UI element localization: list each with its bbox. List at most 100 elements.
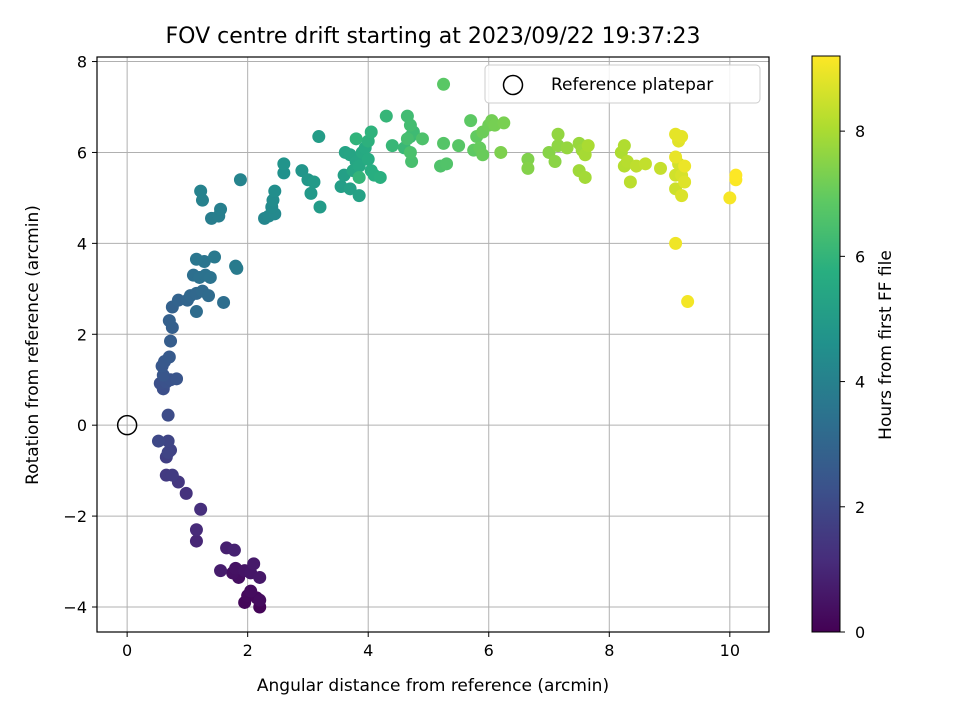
data-point <box>189 305 203 319</box>
x-tick-label: 2 <box>243 641 253 660</box>
data-point <box>678 175 692 189</box>
data-point <box>494 145 508 159</box>
data-point <box>277 157 291 171</box>
data-point <box>162 350 176 364</box>
data-point <box>361 152 375 166</box>
data-point <box>560 141 574 155</box>
data-point <box>403 118 417 132</box>
x-tick-label: 0 <box>122 641 132 660</box>
y-tick-label: −4 <box>63 598 87 617</box>
colorbar-tick-label: 0 <box>855 623 865 642</box>
data-point <box>638 157 652 171</box>
data-point <box>497 116 511 130</box>
plot-frame <box>96 56 770 633</box>
data-point <box>678 159 692 173</box>
data-point <box>214 202 228 216</box>
data-point <box>247 557 261 571</box>
data-point <box>277 166 291 180</box>
data-point <box>403 145 417 159</box>
data-point <box>171 293 185 307</box>
data-point <box>189 252 203 266</box>
data-point <box>623 175 637 189</box>
data-point <box>437 77 451 91</box>
colorbar-gradient <box>811 55 841 633</box>
data-point <box>551 127 565 141</box>
data-point <box>415 132 429 146</box>
legend-box <box>484 64 761 104</box>
data-point <box>352 170 366 184</box>
data-point <box>189 534 203 548</box>
data-point <box>385 139 399 153</box>
data-point <box>681 295 695 309</box>
colorbar-tick-label: 8 <box>855 122 865 141</box>
data-point <box>521 152 535 166</box>
data-point <box>230 261 244 275</box>
data-point <box>723 191 737 205</box>
data-point <box>304 186 318 200</box>
legend: Reference platepar <box>484 64 761 104</box>
y-tick-label: 0 <box>77 416 87 435</box>
data-point <box>170 372 184 386</box>
data-point <box>203 270 217 284</box>
data-point <box>373 170 387 184</box>
colorbar-label: Hours from first FF file <box>876 250 896 440</box>
data-point <box>165 468 179 482</box>
data-point <box>400 132 414 146</box>
data-point <box>151 434 165 448</box>
data-point <box>201 289 215 303</box>
y-tick-label: 6 <box>77 143 87 162</box>
data-point <box>729 168 743 182</box>
data-point <box>268 184 282 198</box>
x-axis-ticks: 0 2 4 6 8 10 <box>122 632 740 660</box>
data-point <box>464 114 478 128</box>
data-point <box>675 189 689 203</box>
x-tick-label: 10 <box>720 641 740 660</box>
x-tick-label: 8 <box>604 641 614 660</box>
data-point <box>164 334 178 348</box>
reference-marker <box>116 414 138 436</box>
y-tick-label: 4 <box>77 234 87 253</box>
data-point <box>669 236 683 250</box>
colorbar-ticks: 0 2 4 6 8 <box>840 122 865 642</box>
data-point <box>161 408 175 422</box>
data-point <box>452 139 466 153</box>
data-point <box>253 570 267 584</box>
data-point <box>161 445 175 459</box>
data-point <box>161 434 175 448</box>
data-point <box>440 157 454 171</box>
data-point <box>476 148 490 162</box>
data-point <box>669 150 683 164</box>
data-point <box>227 543 241 557</box>
data-point <box>312 130 326 144</box>
colorbar: 0 2 4 6 8 Hours from first FF file <box>811 55 896 642</box>
data-point <box>194 502 208 516</box>
y-axis-ticks: −4 −2 0 2 4 6 8 <box>63 53 97 617</box>
data-point <box>437 136 451 150</box>
data-point <box>521 161 535 175</box>
legend-label: Reference platepar <box>551 75 713 95</box>
data-point <box>548 155 562 169</box>
colorbar-tick-label: 6 <box>855 247 865 266</box>
data-point <box>214 564 228 578</box>
y-tick-label: 2 <box>77 325 87 344</box>
data-point <box>253 593 267 607</box>
y-tick-label: −2 <box>63 507 87 526</box>
data-point <box>233 173 247 187</box>
data-point <box>208 250 222 264</box>
y-axis-label: Rotation from reference (arcmin) <box>23 205 43 485</box>
data-point <box>349 132 363 146</box>
data-point <box>162 314 176 328</box>
legend-marker <box>502 74 524 96</box>
data-point <box>194 184 208 198</box>
data-point <box>343 182 357 196</box>
data-point <box>352 189 366 203</box>
data-point <box>654 161 668 175</box>
data-point <box>581 139 595 153</box>
data-point <box>217 295 231 309</box>
data-point <box>179 486 193 500</box>
data-point <box>675 130 689 144</box>
data-point <box>379 109 393 123</box>
y-tick-label: 8 <box>77 53 87 72</box>
data-point <box>307 175 321 189</box>
